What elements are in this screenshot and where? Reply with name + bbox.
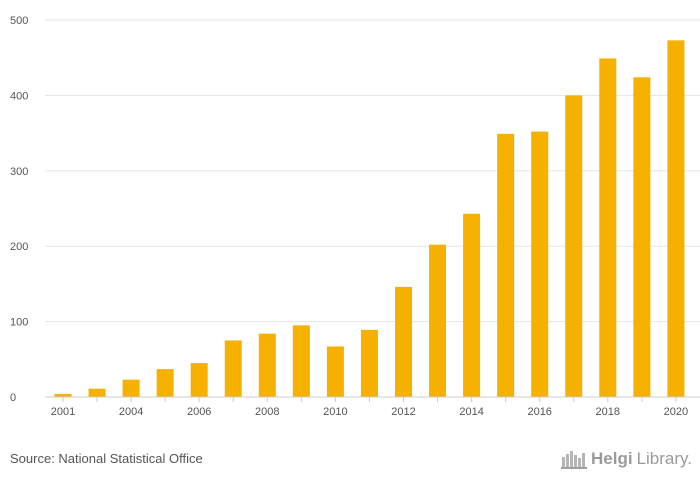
- bar: [54, 393, 72, 397]
- bars: [54, 40, 685, 398]
- y-tick-label: 500: [10, 15, 28, 27]
- x-tick-label: 2020: [664, 406, 688, 418]
- library-icon: [561, 451, 587, 469]
- x-tick-label: 2010: [323, 406, 347, 418]
- y-tick-label: 100: [10, 317, 28, 329]
- brand-logo: Helgi Library.: [561, 449, 692, 469]
- bar: [565, 95, 583, 398]
- bar: [463, 213, 481, 397]
- bar: [122, 379, 140, 397]
- x-tick-label: 2016: [527, 406, 551, 418]
- x-tick-label: 2018: [596, 406, 620, 418]
- bar: [326, 346, 344, 397]
- y-tick-label: 200: [10, 241, 28, 253]
- x-tick-label: 2004: [119, 406, 143, 418]
- y-tick-label: 300: [10, 166, 28, 178]
- source-note: Source: National Statistical Office: [10, 451, 203, 466]
- x-tick-label: 2001: [51, 406, 75, 418]
- y-tick-label: 0: [10, 392, 16, 404]
- bar: [292, 325, 310, 397]
- bar: [599, 58, 617, 397]
- bar: [667, 40, 685, 398]
- brand-name-bold: Helgi: [591, 449, 633, 468]
- x-axis-ticks: 2001 2004 2006 2008 2010 2012 2014 2016 2018 2020: [51, 397, 688, 418]
- y-axis-ticks: 0 100 200 300 400 500: [10, 15, 28, 404]
- x-tick-label: 2012: [391, 406, 415, 418]
- bar: [156, 369, 174, 397]
- bar: [429, 244, 447, 397]
- x-tick-label: 2014: [459, 406, 483, 418]
- bar: [88, 388, 106, 397]
- bar: [633, 77, 651, 398]
- gridlines: [45, 19, 700, 323]
- bar-chart: 0 100 200 300 400 500 2001 2004 2006 2008 2010 201…: [10, 15, 700, 418]
- bar: [190, 363, 208, 397]
- bar: [360, 329, 378, 397]
- bar: [531, 131, 549, 397]
- x-tick-label: 2008: [255, 406, 279, 418]
- brand-name-light: Library.: [636, 449, 692, 468]
- bar: [395, 286, 412, 397]
- y-tick-label: 400: [10, 90, 28, 102]
- x-tick-label: 2006: [187, 406, 211, 418]
- bar: [258, 333, 276, 397]
- bar: [224, 340, 242, 397]
- bar: [497, 133, 515, 397]
